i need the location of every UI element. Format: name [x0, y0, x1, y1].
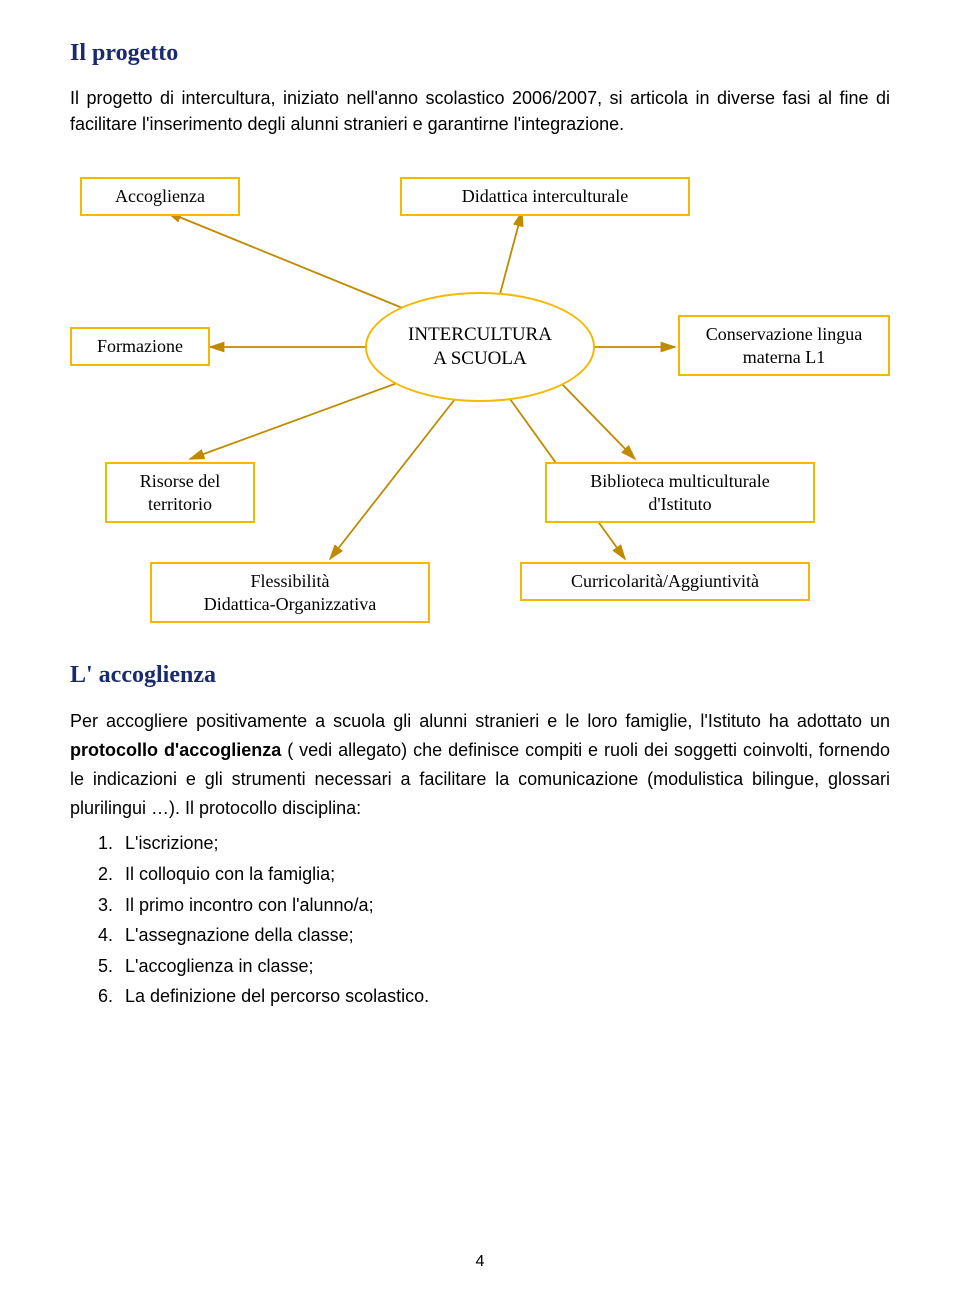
node-conservazione: Conservazione lingua materna L1	[678, 315, 890, 376]
protocol-item-label: La definizione del percorso scolastico.	[120, 986, 429, 1006]
node-center: INTERCULTURA A SCUOLA	[365, 292, 595, 402]
protocol-item: 4. L'assegnazione della classe;	[98, 920, 890, 951]
intro-paragraph: Il progetto di intercultura, iniziato ne…	[70, 85, 890, 137]
protocol-item: 3. Il primo incontro con l'alunno/a;	[98, 890, 890, 921]
protocol-item-number: 5.	[98, 951, 120, 982]
node-curricolarita: Curricolarità/Aggiuntività	[520, 562, 810, 601]
protocol-item-label: L'assegnazione della classe;	[120, 925, 354, 945]
protocol-list: 1. L'iscrizione;2. Il colloquio con la f…	[70, 828, 890, 1012]
protocol-item-label: Il colloquio con la famiglia;	[120, 864, 335, 884]
protocol-item-label: L'accoglienza in classe;	[120, 956, 314, 976]
node-accoglienza: Accoglienza	[80, 177, 240, 216]
page-number: 4	[0, 1253, 960, 1271]
page-title: Il progetto	[70, 40, 890, 67]
center-line1: INTERCULTURA	[408, 323, 552, 348]
protocol-item-number: 2.	[98, 859, 120, 890]
node-risorse: Risorse del territorio	[105, 462, 255, 523]
node-formazione: Formazione	[70, 327, 210, 366]
protocol-item-number: 4.	[98, 920, 120, 951]
protocol-item-label: Il primo incontro con l'alunno/a;	[120, 895, 374, 915]
protocol-item: 5. L'accoglienza in classe;	[98, 951, 890, 982]
node-flessibilita: Flessibilità Didattica-Organizzativa	[150, 562, 430, 623]
protocol-item: 2. Il colloquio con la famiglia;	[98, 859, 890, 890]
node-biblioteca: Biblioteca multiculturale d'Istituto	[545, 462, 815, 523]
protocol-item-number: 6.	[98, 981, 120, 1012]
protocol-item-number: 1.	[98, 828, 120, 859]
protocol-item-label: L'iscrizione;	[120, 833, 218, 853]
section2-title: L' accoglienza	[70, 662, 890, 689]
section2-body: Per accogliere positivamente a scuola gl…	[70, 707, 890, 822]
concept-diagram: Accoglienza Didattica interculturale For…	[70, 167, 890, 627]
protocol-item-number: 3.	[98, 890, 120, 921]
center-line2: A SCUOLA	[433, 347, 526, 372]
protocol-item: 1. L'iscrizione;	[98, 828, 890, 859]
protocol-item: 6. La definizione del percorso scolastic…	[98, 981, 890, 1012]
node-didattica-interculturale: Didattica interculturale	[400, 177, 690, 216]
